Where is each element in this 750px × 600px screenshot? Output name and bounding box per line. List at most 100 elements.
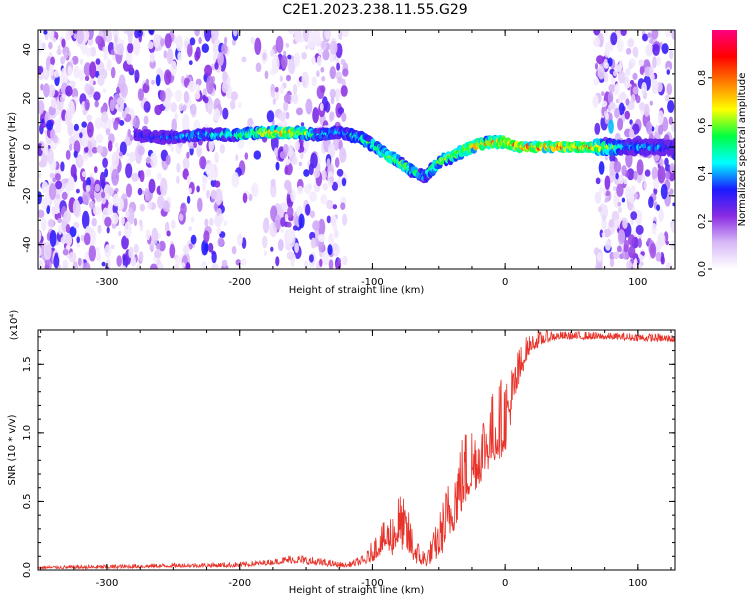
noise-speckle	[317, 234, 326, 243]
noise-speckle	[207, 103, 213, 115]
noise-speckle	[186, 43, 193, 58]
noise-speckle	[300, 122, 305, 127]
noise-speckle	[201, 239, 209, 256]
colorbar-tick-label: 0.8	[697, 70, 708, 86]
noise-speckle	[304, 260, 309, 269]
noise-speckle	[263, 250, 267, 256]
noise-speckle	[596, 55, 604, 65]
noise-speckle	[672, 202, 675, 207]
noise-speckle	[605, 190, 611, 197]
noise-speckle	[95, 35, 102, 45]
heatmap-axes-frame	[37, 29, 676, 270]
noise-speckle	[195, 78, 202, 87]
noise-speckle	[320, 41, 327, 50]
noise-speckle	[73, 33, 78, 39]
noise-speckle	[594, 122, 601, 135]
noise-speckle	[294, 242, 299, 254]
noise-speckle	[655, 251, 662, 262]
noise-speckle	[336, 168, 344, 177]
noise-speckle	[286, 251, 295, 260]
noise-speckle	[284, 213, 289, 221]
noise-speckle	[618, 174, 625, 185]
noise-speckle	[625, 151, 633, 168]
noise-speckle	[62, 94, 66, 99]
noise-speckle	[86, 177, 91, 187]
noise-speckle	[295, 140, 300, 151]
noise-speckle	[63, 77, 69, 83]
noise-speckle	[307, 31, 316, 50]
noise-speckle	[88, 244, 97, 262]
noise-speckle	[651, 71, 655, 81]
noise-speckle	[649, 242, 657, 259]
noise-speckle	[229, 100, 236, 110]
noise-speckle	[211, 251, 217, 264]
noise-speckle	[111, 151, 120, 169]
noise-speckle	[638, 59, 645, 67]
noise-speckle	[169, 243, 176, 259]
noise-speckle	[277, 239, 284, 251]
noise-speckle	[125, 183, 133, 198]
noise-speckle	[158, 240, 166, 252]
noise-speckle	[97, 74, 105, 86]
noise-speckle	[625, 98, 630, 106]
noise-speckle	[171, 118, 177, 132]
noise-speckle	[126, 152, 130, 157]
noise-speckle	[125, 49, 133, 65]
noise-speckle	[298, 161, 302, 167]
noise-speckle	[262, 217, 270, 234]
noise-speckle	[38, 173, 42, 178]
colorbar	[712, 30, 737, 269]
noise-speckle	[62, 259, 69, 269]
noise-speckle	[176, 162, 181, 173]
noise-speckle	[601, 100, 608, 108]
noise-speckle	[214, 180, 221, 188]
noise-speckle	[67, 234, 72, 246]
noise-speckle	[99, 171, 106, 186]
noise-speckle	[626, 260, 632, 269]
noise-speckle	[40, 83, 44, 91]
noise-speckle	[82, 134, 89, 148]
noise-speckle	[178, 103, 184, 112]
noise-speckle	[303, 169, 310, 177]
noise-speckle	[666, 83, 673, 96]
noise-speckle	[41, 42, 46, 50]
noise-speckle	[311, 76, 317, 87]
noise-speckle	[107, 140, 113, 152]
noise-speckle	[190, 216, 195, 223]
noise-speckle	[618, 102, 625, 116]
noise-speckle	[326, 199, 334, 210]
noise-speckle	[671, 222, 675, 234]
noise-speckle	[193, 141, 198, 149]
noise-speckle	[221, 259, 228, 268]
noise-speckle	[594, 191, 602, 204]
noise-speckle	[204, 64, 213, 77]
noise-speckle	[145, 156, 152, 164]
noise-speckle	[94, 100, 99, 108]
noise-speckle	[337, 175, 344, 188]
noise-speckle	[270, 49, 275, 57]
noise-speckle	[41, 118, 45, 124]
noise-speckle	[38, 209, 45, 218]
noise-speckle	[206, 189, 210, 198]
noise-speckle	[658, 124, 664, 135]
noise-speckle	[164, 33, 172, 49]
noise-speckle	[336, 62, 340, 71]
noise-speckle	[275, 161, 280, 171]
noise-speckle	[58, 224, 63, 235]
noise-speckle	[171, 219, 176, 230]
noise-speckle	[333, 229, 339, 239]
noise-speckle	[46, 119, 54, 131]
noise-speckle	[149, 242, 155, 251]
noise-speckle	[616, 38, 624, 53]
noise-speckle	[320, 194, 328, 205]
noise-speckle	[253, 150, 262, 160]
noise-speckle	[318, 238, 325, 253]
noise-speckle	[619, 91, 627, 100]
noise-speckle	[85, 184, 91, 192]
noise-speckle	[86, 47, 92, 58]
noise-speckle	[335, 94, 340, 103]
noise-speckle	[155, 74, 161, 87]
noise-speckle	[668, 116, 674, 125]
noise-speckle	[157, 194, 165, 209]
noise-speckle	[635, 224, 644, 235]
